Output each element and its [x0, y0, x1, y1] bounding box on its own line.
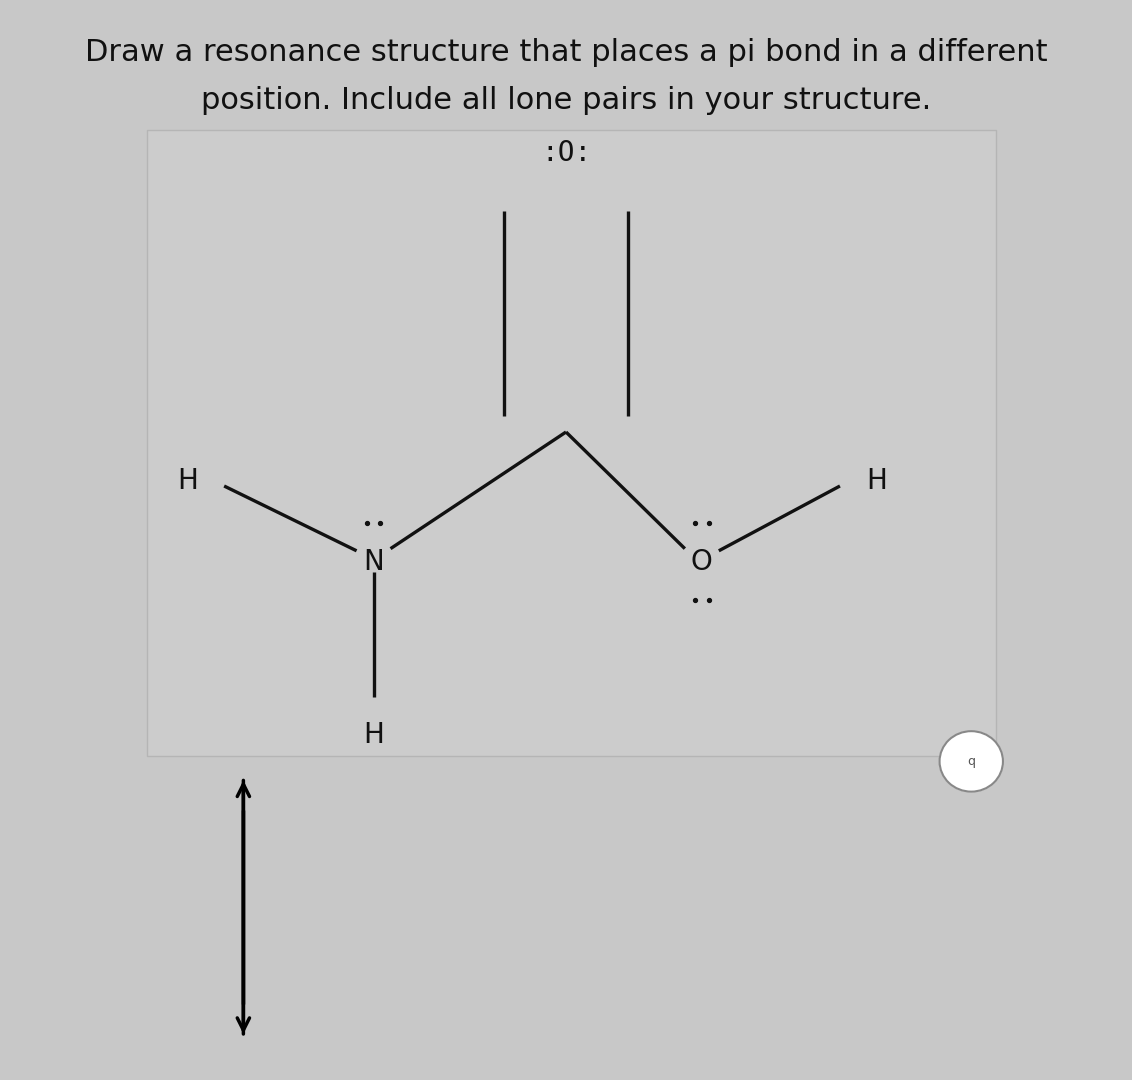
Circle shape	[940, 731, 1003, 792]
Text: N: N	[363, 548, 384, 576]
Text: Draw a resonance structure that places a pi bond in a different: Draw a resonance structure that places a…	[85, 38, 1047, 67]
Text: position. Include all lone pairs in your structure.: position. Include all lone pairs in your…	[200, 86, 932, 116]
Text: H: H	[866, 467, 886, 495]
Text: H: H	[363, 721, 384, 750]
FancyBboxPatch shape	[147, 130, 996, 756]
Text: H: H	[178, 467, 198, 495]
Text: q: q	[967, 755, 976, 768]
Text: :O:: :O:	[541, 139, 591, 167]
Text: O: O	[691, 548, 713, 576]
